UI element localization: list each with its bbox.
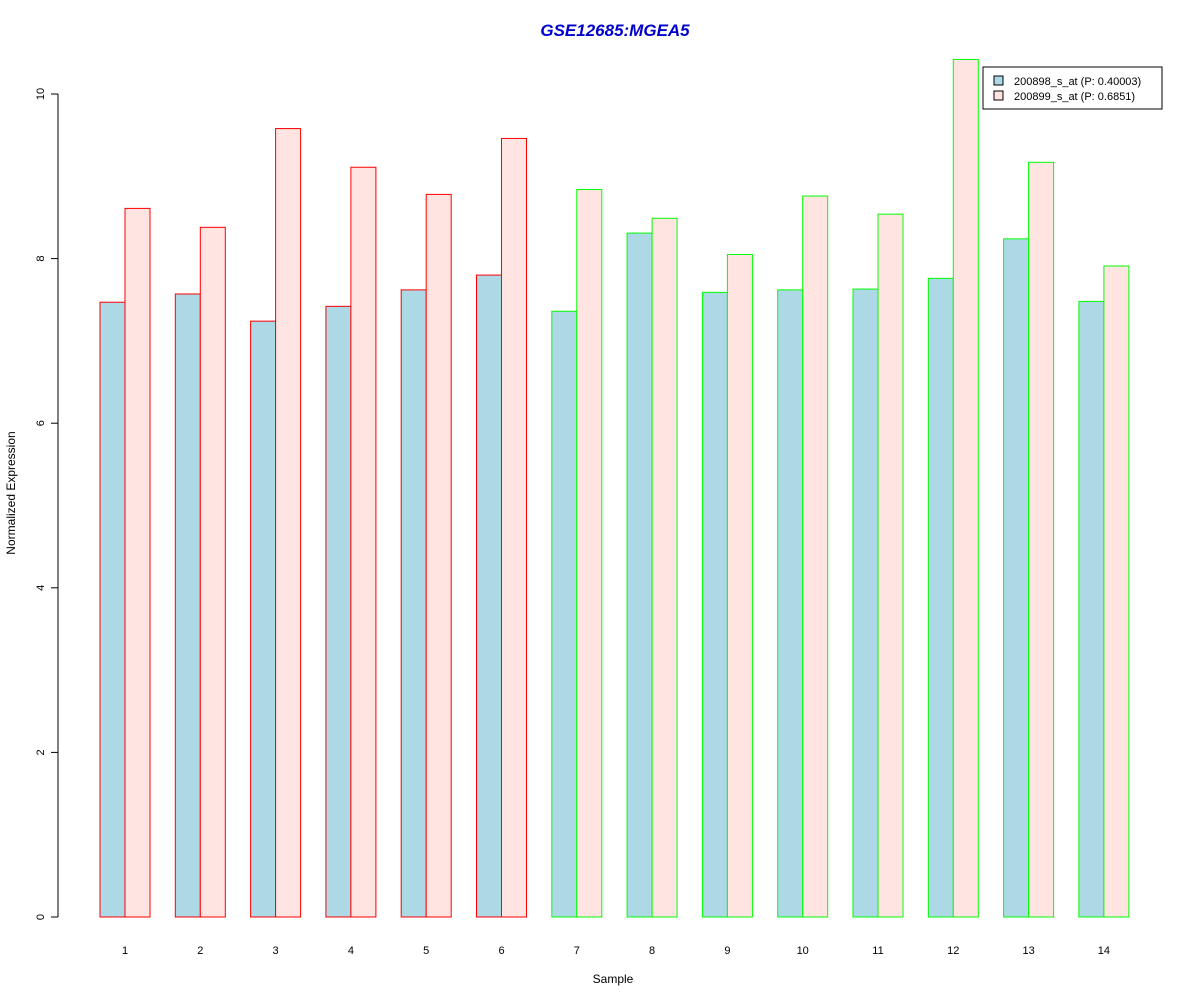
bar-series-2-sample-3	[275, 128, 302, 918]
bar-series-2-sample-11	[877, 213, 904, 918]
bar-series-2-sample-5	[425, 193, 452, 918]
bar-series-1-sample-12	[927, 277, 954, 918]
bar-series-1-sample-14	[1078, 300, 1105, 918]
legend: 200898_s_at (P: 0.40003) 200899_s_at (P: …	[982, 66, 1163, 110]
y-tick-label: 4	[35, 585, 47, 591]
legend-box	[982, 66, 1163, 110]
y-axis: 0 2 4 6 8 10	[35, 88, 59, 920]
x-tick-label: 3	[273, 945, 279, 957]
y-tick-label: 0	[35, 914, 47, 920]
bar-series-1-sample-6	[476, 274, 502, 918]
x-tick-label: 5	[423, 945, 429, 957]
bar-series-2-sample-8	[651, 217, 678, 918]
bars-group	[99, 58, 1130, 918]
bar-series-2-sample-6	[501, 137, 527, 918]
y-axis-label: Normalized Expression	[4, 431, 18, 554]
x-tick-label: 4	[348, 945, 354, 957]
x-tick-label: 2	[197, 945, 203, 957]
bar-series-1-sample-2	[174, 293, 201, 918]
y-tick-label: 2	[35, 749, 47, 755]
chart-title: GSE12685:MGEA5	[540, 21, 690, 40]
x-axis-label: Sample	[593, 972, 634, 986]
bar-series-1-sample-4	[325, 305, 352, 918]
y-tick-label: 10	[35, 88, 47, 100]
x-tick-label: 1	[122, 945, 128, 957]
y-tick-label: 6	[35, 420, 47, 426]
legend-swatch-2	[993, 90, 1004, 101]
x-tick-label: 13	[1022, 945, 1034, 957]
bar-series-2-sample-4	[350, 166, 377, 918]
bar-series-2-sample-12	[952, 58, 979, 918]
bar-series-1-sample-10	[777, 289, 804, 918]
bar-series-1-sample-7	[551, 310, 578, 918]
x-tick-label: 6	[498, 945, 504, 957]
bar-series-1-sample-11	[852, 288, 879, 918]
x-tick-label: 8	[649, 945, 655, 957]
bar-series-2-sample-9	[726, 253, 753, 918]
bar-series-2-sample-2	[199, 226, 226, 918]
legend-label-1: 200898_s_at (P: 0.40003)	[1014, 76, 1141, 88]
bar-series-1-sample-8	[626, 232, 653, 918]
bar-series-1-sample-5	[400, 289, 427, 918]
legend-swatch-1	[993, 75, 1004, 86]
x-tick-label: 14	[1098, 945, 1110, 957]
x-tick-label: 12	[947, 945, 959, 957]
bar-series-2-sample-14	[1103, 265, 1130, 918]
x-tick-label: 10	[797, 945, 809, 957]
x-tick-label: 11	[872, 945, 883, 957]
bar-series-1-sample-9	[701, 291, 728, 918]
bar-series-2-sample-7	[576, 188, 603, 918]
x-tick-label: 9	[724, 945, 730, 957]
bar-series-1-sample-1	[99, 301, 126, 918]
bar-series-1-sample-13	[1003, 238, 1030, 918]
x-tick-labels: 1 2 3 4 5 6 7 8 9 10 11 12 13 14	[122, 945, 1110, 957]
bar-series-2-sample-1	[124, 207, 151, 918]
x-tick-label: 7	[574, 945, 580, 957]
bar-series-2-sample-10	[802, 195, 829, 918]
legend-label-2: 200899_s_at (P: 0.6851)	[1014, 91, 1135, 103]
bar-series-2-sample-13	[1028, 161, 1055, 918]
bar-series-1-sample-3	[250, 320, 277, 918]
y-tick-label: 8	[35, 256, 47, 262]
